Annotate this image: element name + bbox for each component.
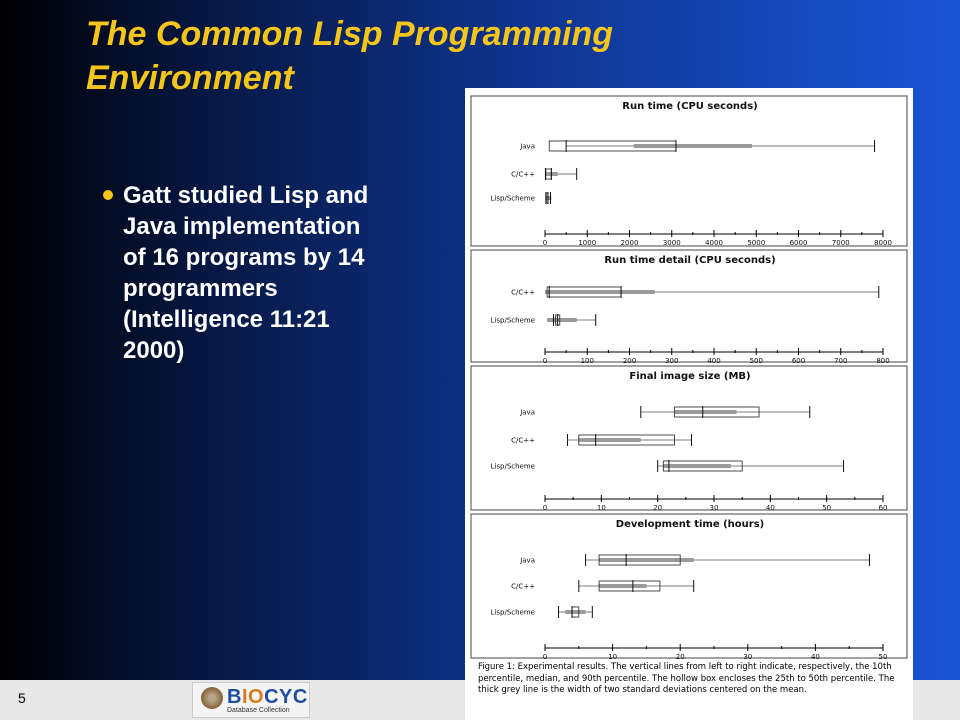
tick-label: 0 [543,504,547,512]
category-label: Java [519,409,535,417]
sd-bar [599,558,694,562]
logo-wordmark: BIOCYC [227,686,308,708]
panel-title: Final image size (MB) [629,371,750,382]
tick-label: 0 [543,357,547,365]
sd-bar [633,144,753,148]
figure-caption: Figure 1: Experimental results. The vert… [478,662,895,695]
panel-title: Run time (CPU seconds) [622,101,757,112]
panel-frame [470,365,908,511]
tick-label: 600 [792,357,805,365]
sd-bar [599,584,647,588]
tick-label: 800 [876,357,889,365]
bullet-item: Gatt studied Lisp and Java implementatio… [103,180,373,366]
category-label: Lisp/Scheme [491,609,535,617]
panel-title: Run time detail (CPU seconds) [604,255,775,266]
tick-label: 60 [879,504,888,512]
tick-label: 50 [822,504,831,512]
tick-label: 50 [879,653,888,660]
sd-bar [565,610,586,614]
sd-bar [663,464,731,468]
logo-subtitle: Database Collection [227,707,290,714]
page-number: 5 [18,690,26,706]
tick-label: 8000 [874,239,892,247]
category-label: Java [519,557,535,565]
category-label: Java [519,143,535,151]
tick-label: 700 [834,357,847,365]
bullet-list: Gatt studied Lisp and Java implementatio… [103,180,373,366]
tick-label: 5000 [747,239,765,247]
tick-label: 1000 [578,239,596,247]
category-label: C/C++ [511,437,535,445]
chart-panel: Run time (CPU seconds) 0 1000 2000 3000 4000 5… [470,95,908,247]
tick-label: 200 [623,357,636,365]
panel-frame [470,513,908,659]
category-label: C/C++ [511,171,535,179]
tick-label: 2000 [621,239,639,247]
tick-label: 40 [766,504,775,512]
sd-bar [545,290,655,294]
tick-label: 20 [676,653,685,660]
tick-label: 0 [543,239,547,247]
tick-label: 20 [653,504,662,512]
panel-title: Development time (hours) [616,519,764,530]
category-label: Lisp/Scheme [491,317,535,325]
tick-label: 30 [710,504,719,512]
panel-frame [470,95,908,247]
iqr-box [598,580,661,592]
tick-label: 7000 [832,239,850,247]
panel-frame [470,249,908,363]
tick-label: 0 [543,653,547,660]
chart-panel: Run time detail (CPU seconds) 0 100 200 300 4… [470,249,908,365]
slide-title: The Common Lisp Programming Environment [86,15,614,97]
category-label: Lisp/Scheme [491,195,535,203]
sd-bar [547,318,577,322]
tick-label: 6000 [790,239,808,247]
chart-panel: Development time (hours) 0 10 20 30 40 50 Java C… [470,513,908,660]
sd-bar [578,438,641,442]
tick-label: 400 [707,357,720,365]
category-label: Lisp/Scheme [491,463,535,471]
tick-label: 4000 [705,239,723,247]
category-label: C/C++ [511,583,535,591]
tick-label: 30 [743,653,752,660]
box-plot-figure: Run time (CPU seconds)0 1000 2000 3000 4000 5… [470,95,908,660]
tick-label: 500 [750,357,763,365]
tick-label: 3000 [663,239,681,247]
iqr-box [578,434,675,446]
tick-label: 40 [811,653,820,660]
tick-label: 10 [597,504,606,512]
chart-panel: Final image size (MB) 0 10 20 30 40 50 60 Java C/… [470,365,908,512]
iqr-box [674,406,760,418]
helix-icon [201,687,223,709]
category-label: C/C++ [511,289,535,297]
tick-label: 100 [581,357,594,365]
results-figure: Run time (CPU seconds) 0 1000 2000 3000 4000 5… [465,88,913,720]
tick-label: 10 [608,653,617,660]
tick-label: 300 [665,357,678,365]
sd-bar [674,410,737,414]
iqr-box [598,554,681,566]
biocyc-logo: BIOCYC Database Collection [192,682,310,718]
iqr-box [662,460,743,472]
